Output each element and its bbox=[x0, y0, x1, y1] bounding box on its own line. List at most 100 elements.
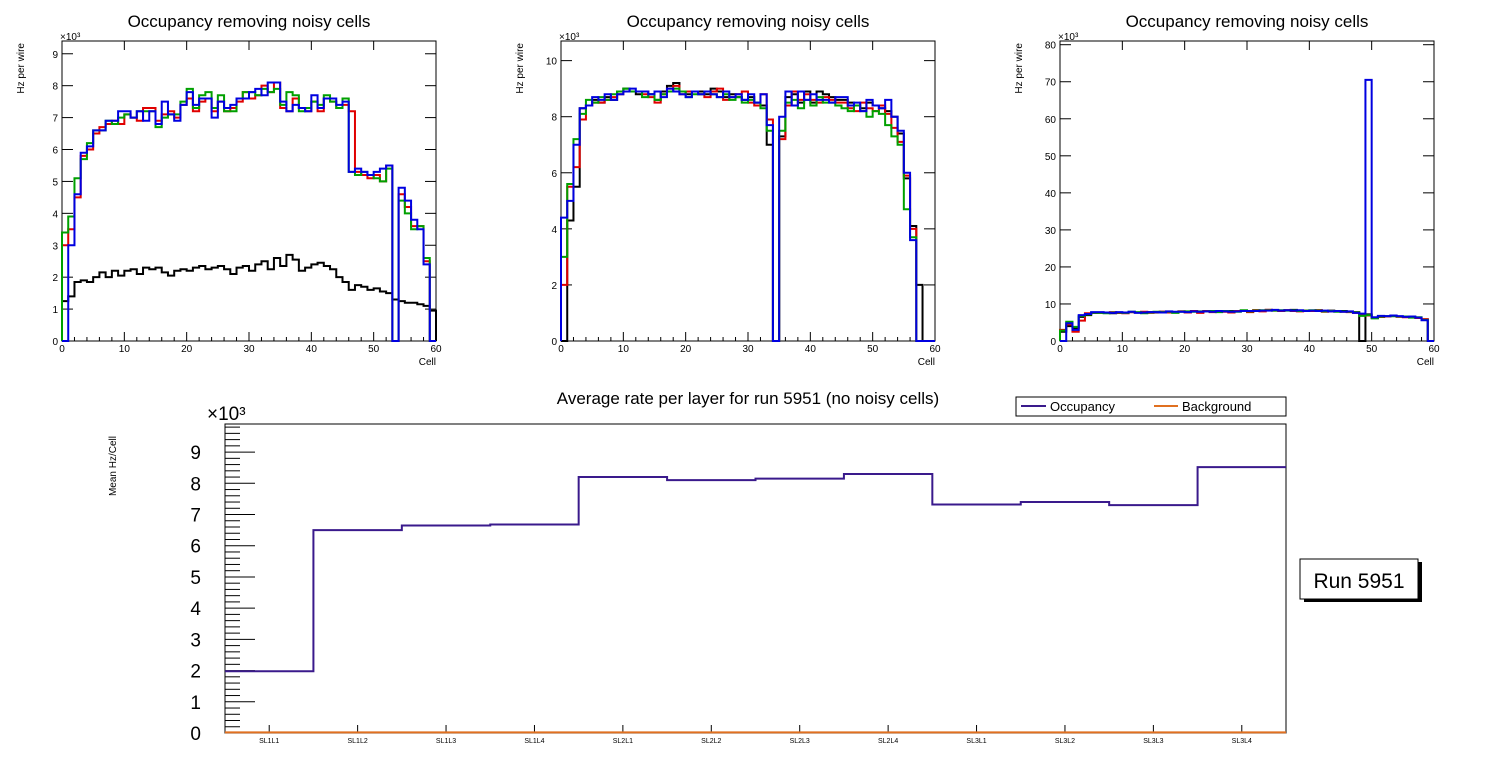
x-tick-label: 40 bbox=[1304, 344, 1316, 355]
legend-box bbox=[1015, 396, 1287, 417]
run-label-box: Run 5951 bbox=[1299, 558, 1422, 602]
x-category-label: SL3L2 bbox=[1055, 738, 1075, 745]
y-tick-label: 4 bbox=[52, 209, 58, 220]
panel-title: Occupancy removing noisy cells bbox=[128, 12, 371, 31]
y-tick-label: 0 bbox=[52, 337, 58, 348]
y-tick-label: 1 bbox=[52, 305, 58, 316]
x-tick-label: 60 bbox=[1428, 344, 1440, 355]
x-category-label: SL3L1 bbox=[966, 738, 986, 745]
y-multiplier: ×10³ bbox=[1058, 32, 1079, 43]
occupancy-panel-3: Occupancy removing noisy cells 0 10 20 30 40 5… bbox=[1014, 12, 1440, 368]
x-category-label: SL1L1 bbox=[259, 738, 279, 745]
legend-label-occupancy: Occupancy bbox=[1050, 399, 1116, 414]
y-tick-label: 70 bbox=[1045, 78, 1057, 89]
y-tick-label: 7 bbox=[190, 506, 201, 527]
panel-title: Occupancy removing noisy cells bbox=[1126, 12, 1369, 31]
x-category-label: SL1L4 bbox=[524, 738, 544, 745]
x-category-label: SL2L2 bbox=[701, 738, 721, 745]
y-tick-label: 5 bbox=[190, 568, 201, 589]
x-axis-label: Cell bbox=[1417, 357, 1434, 368]
y-tick-label: 8 bbox=[52, 82, 58, 93]
y-tick-label: 8 bbox=[190, 474, 201, 495]
run-label-text: Run 5951 bbox=[1313, 570, 1404, 593]
x-category-label: SL1L2 bbox=[348, 738, 368, 745]
x-tick-label: 60 bbox=[929, 344, 941, 355]
x-tick-label: 50 bbox=[867, 344, 879, 355]
x-tick-label: 0 bbox=[558, 344, 564, 355]
run-label-frame bbox=[1299, 558, 1419, 600]
panel-frame bbox=[61, 40, 437, 342]
y-tick-label: 2 bbox=[52, 273, 58, 284]
y-tick-label: 10 bbox=[546, 57, 558, 68]
y-tick-label: 0 bbox=[551, 337, 557, 348]
y-tick-label: 0 bbox=[1050, 337, 1056, 348]
x-tick-label: 10 bbox=[1117, 344, 1129, 355]
x-tick-label: 20 bbox=[680, 344, 692, 355]
series-line-layer2 bbox=[560, 84, 935, 342]
y-tick-label: 1 bbox=[190, 693, 201, 714]
y-axis-label: Hz per wire bbox=[515, 43, 526, 94]
x-tick-label: 10 bbox=[618, 344, 630, 355]
y-multiplier: ×10³ bbox=[60, 32, 81, 43]
x-category-label: SL3L3 bbox=[1143, 738, 1163, 745]
y-tick-label: 2 bbox=[190, 662, 201, 683]
y-multiplier: ×10³ bbox=[207, 404, 246, 425]
y-tick-label: 8 bbox=[551, 113, 557, 124]
y-tick-label: 10 bbox=[1045, 300, 1057, 311]
y-tick-label: 4 bbox=[190, 599, 201, 620]
y-tick-label: 7 bbox=[52, 114, 58, 125]
x-tick-label: 50 bbox=[368, 344, 380, 355]
y-tick-label: 40 bbox=[1045, 189, 1057, 200]
series-line-layer4 bbox=[62, 81, 436, 342]
series-line-layer3 bbox=[61, 87, 436, 342]
chart-frame bbox=[224, 423, 1287, 734]
y-tick-label: 6 bbox=[190, 537, 201, 558]
series-line-layer1 bbox=[561, 82, 935, 342]
y-axis-label: Hz per wire bbox=[1014, 43, 1025, 94]
legend-label-background: Background bbox=[1182, 399, 1251, 414]
series-line-layer1 bbox=[61, 253, 437, 341]
series-line-layer4 bbox=[560, 87, 935, 342]
x-tick-label: 20 bbox=[1179, 344, 1191, 355]
series-line-layer4 bbox=[1060, 78, 1434, 342]
x-category-label: SL3L4 bbox=[1232, 738, 1252, 745]
y-axis-label: Hz per wire bbox=[16, 43, 27, 94]
layer-rate-chart: Average rate per layer for run 5951 (no … bbox=[108, 389, 1287, 745]
y-tick-label: 3 bbox=[190, 630, 201, 651]
y-tick-label: 6 bbox=[551, 169, 557, 180]
x-tick-label: 20 bbox=[181, 344, 193, 355]
series-line-layer3 bbox=[560, 87, 935, 342]
panel-frame bbox=[1059, 40, 1435, 342]
y-tick-label: 9 bbox=[52, 50, 58, 61]
legend: Occupancy Background bbox=[1015, 396, 1287, 417]
x-category-label: SL2L3 bbox=[790, 738, 810, 745]
x-tick-label: 60 bbox=[430, 344, 442, 355]
series-line-occupancy bbox=[225, 466, 1286, 673]
y-tick-label: 0 bbox=[190, 724, 201, 745]
x-tick-label: 30 bbox=[243, 344, 255, 355]
y-tick-label: 3 bbox=[52, 241, 58, 252]
x-category-label: SL2L4 bbox=[878, 738, 898, 745]
panel-frame bbox=[560, 40, 936, 342]
x-tick-label: 0 bbox=[1057, 344, 1063, 355]
y-tick-label: 20 bbox=[1045, 263, 1057, 274]
x-axis-label: Cell bbox=[918, 357, 935, 368]
x-tick-label: 10 bbox=[119, 344, 131, 355]
y-tick-label: 80 bbox=[1045, 41, 1057, 52]
x-tick-label: 30 bbox=[742, 344, 754, 355]
y-tick-label: 6 bbox=[52, 146, 58, 157]
x-tick-label: 50 bbox=[1366, 344, 1378, 355]
y-tick-label: 5 bbox=[52, 177, 58, 188]
y-tick-label: 9 bbox=[190, 443, 201, 464]
x-tick-label: 30 bbox=[1241, 344, 1253, 355]
x-tick-label: 40 bbox=[306, 344, 318, 355]
x-tick-label: 0 bbox=[59, 344, 65, 355]
y-tick-label: 2 bbox=[551, 281, 557, 292]
y-tick-label: 50 bbox=[1045, 152, 1057, 163]
x-category-label: SL2L1 bbox=[613, 738, 633, 745]
panel-title: Occupancy removing noisy cells bbox=[627, 12, 870, 31]
y-tick-label: 30 bbox=[1045, 226, 1057, 237]
